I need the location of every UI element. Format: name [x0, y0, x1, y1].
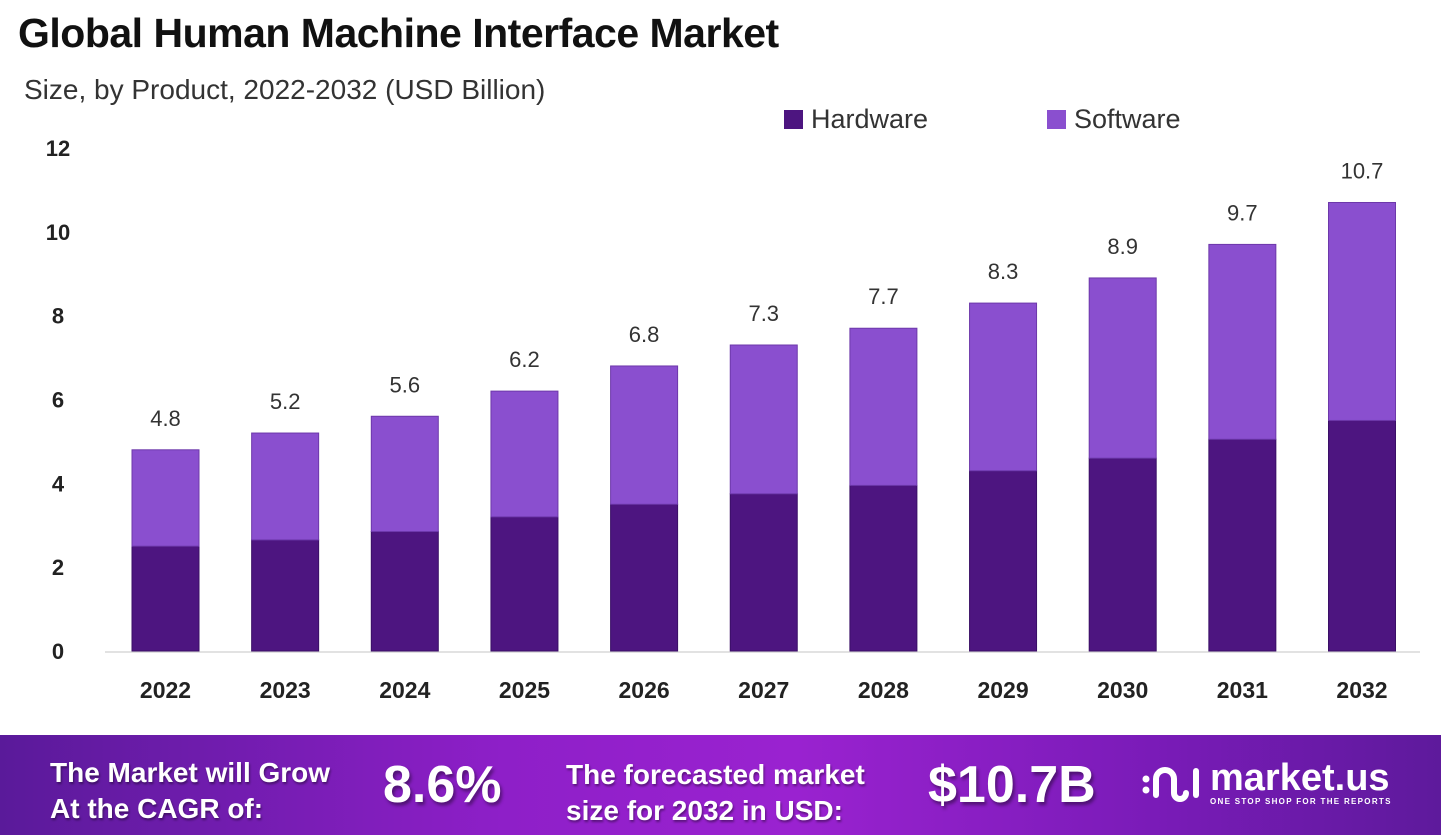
y-tick-label: 10: [46, 220, 70, 245]
data-label-total-2028: 7.7: [868, 284, 899, 309]
data-label-total-2026: 6.8: [629, 322, 660, 347]
bar-software-2025: [490, 390, 559, 518]
cagr-label-line2: At the CAGR of:: [50, 793, 264, 824]
legend-label-software: Software: [1074, 104, 1181, 134]
bar-hardware-2024: [370, 531, 439, 652]
y-tick-label: 8: [52, 304, 64, 329]
legend-label-hardware: Hardware: [811, 104, 929, 134]
legend-swatch-software: [1047, 110, 1066, 129]
data-label-total-2030: 8.9: [1107, 234, 1138, 259]
y-tick-label: 2: [52, 555, 64, 580]
bar-software-2023: [251, 432, 320, 541]
market-us-logo: market.us ONE STOP SHOP FOR THE REPORTS: [1140, 757, 1392, 807]
data-label-total-2031: 9.7: [1227, 200, 1258, 225]
forecast-label: The forecasted market size for 2032 in U…: [566, 757, 865, 829]
y-tick-label: 12: [46, 136, 70, 161]
bar-hardware-2025: [490, 516, 559, 652]
logo-tagline: ONE STOP SHOP FOR THE REPORTS: [1210, 796, 1392, 806]
chart-title: Global Human Machine Interface Market: [18, 10, 779, 56]
x-tick-label-2031: 2031: [1217, 677, 1268, 703]
x-tick-label-2028: 2028: [858, 677, 909, 703]
bar-hardware-2022: [131, 545, 200, 652]
data-label-total-2032: 10.7: [1341, 158, 1384, 183]
forecast-value: $10.7B: [928, 756, 1096, 814]
y-tick-label: 6: [52, 388, 64, 413]
x-tick-label-2024: 2024: [379, 677, 430, 703]
x-tick-label-2027: 2027: [738, 677, 789, 703]
data-label-total-2024: 5.6: [390, 372, 421, 397]
forecast-label-line2: size for 2032 in USD:: [566, 795, 843, 826]
x-tick-label-2022: 2022: [140, 677, 191, 703]
x-tick-label-2025: 2025: [499, 677, 550, 703]
x-tick-label-2023: 2023: [260, 677, 311, 703]
bar-software-2031: [1208, 243, 1277, 440]
cagr-label: The Market will Grow At the CAGR of:: [50, 755, 330, 827]
legend-item-hardware: Hardware: [784, 104, 928, 135]
bar-software-2029: [969, 302, 1038, 472]
bar-software-2030: [1088, 277, 1157, 459]
bar-software-2026: [610, 365, 679, 505]
bar-software-2022: [131, 449, 200, 547]
logo-name: market.us: [1210, 756, 1390, 799]
bar-hardware-2031: [1208, 438, 1277, 652]
bar-software-2028: [849, 327, 918, 486]
chart-subtitle: Size, by Product, 2022-2032 (USD Billion…: [24, 74, 546, 105]
bar-hardware-2029: [969, 470, 1038, 652]
bar-hardware-2032: [1328, 419, 1396, 652]
data-label-total-2029: 8.3: [988, 259, 1019, 284]
data-label-total-2022: 4.8: [150, 406, 181, 431]
cagr-label-line1: The Market will Grow: [50, 757, 331, 788]
legend-swatch-hardware: [784, 110, 803, 129]
bar-software-2027: [729, 344, 798, 495]
bar-software-2024: [370, 415, 439, 533]
x-tick-label-2029: 2029: [977, 677, 1028, 703]
data-label-total-2025: 6.2: [509, 347, 540, 372]
bar-hardware-2026: [610, 503, 679, 652]
data-label-total-2027: 7.3: [748, 301, 779, 326]
x-tick-label-2030: 2030: [1097, 677, 1148, 703]
y-tick-label: 4: [52, 471, 65, 496]
bar-hardware-2030: [1088, 457, 1157, 652]
chart-plot: 0 2 4 6 8 10 12 4.8 2022 5.2 2023 5.6 2024 6.2 2025 6.8…: [46, 136, 1420, 703]
data-label-total-2023: 5.2: [270, 389, 301, 414]
cagr-value: 8.6%: [383, 756, 502, 814]
y-tick-label: 0: [52, 639, 64, 664]
bar-hardware-2023: [251, 539, 320, 652]
summary-banner: The Market will Grow At the CAGR of: 8.6…: [0, 735, 1441, 835]
forecast-label-line1: The forecasted market: [566, 759, 865, 790]
bar-hardware-2027: [729, 493, 798, 652]
x-tick-label-2026: 2026: [619, 677, 670, 703]
bar-software-2032: [1328, 201, 1396, 421]
bar-hardware-2028: [849, 484, 918, 652]
legend-item-software: Software: [1047, 104, 1181, 135]
x-tick-label-2032: 2032: [1336, 677, 1387, 703]
logo-icon: [1142, 767, 1199, 802]
